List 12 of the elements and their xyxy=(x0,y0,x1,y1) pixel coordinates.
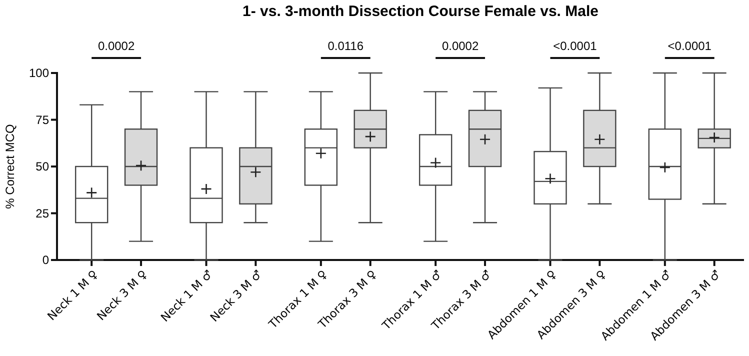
y-tick-label: 100 xyxy=(28,66,50,80)
y-tick-label: 25 xyxy=(36,206,50,220)
text: <0.0001 xyxy=(668,39,712,53)
text: 0.0116 xyxy=(328,39,364,53)
text: 0.0002 xyxy=(442,39,479,53)
y-tick-label: 75 xyxy=(36,112,50,127)
text: <0.0001 xyxy=(553,39,598,53)
y-tick-label: 50 xyxy=(36,160,50,174)
text: 0.0002 xyxy=(98,39,135,53)
chart-title: 1- vs. 3-month Dissection Course Female vs. Male xyxy=(242,3,598,20)
y-tick-label: 0 xyxy=(42,253,50,268)
y-axis-title: % Correct MCQ xyxy=(3,124,17,209)
